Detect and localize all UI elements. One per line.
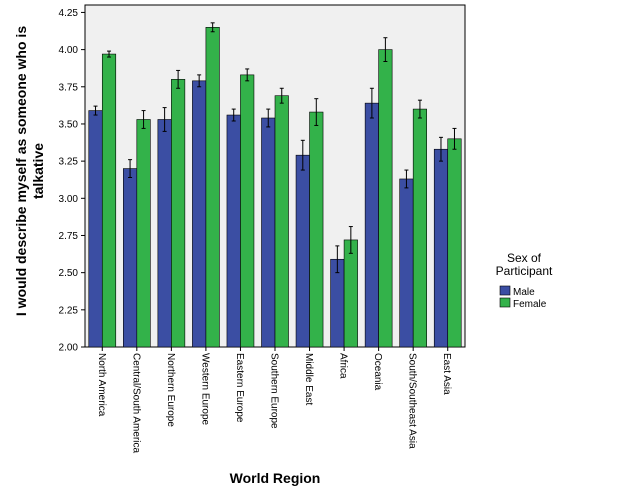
legend-label-male: Male [513,287,535,298]
bar-male-2 [123,168,138,348]
y-axis: 2.00 2.25 2.50 2.75 3.00 3.25 3.50 3.75 4.00 4.25 [59,8,85,354]
x-tick-label: Central/South America [130,353,141,453]
y-tick-label: 2.00 [59,343,79,354]
y-tick-label: 4.00 [59,45,79,56]
y-tick-label: 3.25 [59,157,79,168]
y-tick-label: 2.75 [59,231,79,242]
bar-male-6 [261,117,276,348]
y-axis-title-line-1: I would describe myself as someone who i… [13,26,29,316]
x-tick-label: Western Europe [199,353,210,426]
bar-male-7 [295,154,310,348]
bar-male-3 [157,119,172,348]
y-axis-title-line-2: talkative [30,143,46,199]
legend-swatch-male [499,285,511,296]
y-tick-label: 3.75 [59,82,79,93]
bar-male-9 [364,102,379,348]
x-tick-label: Middle East [303,353,314,405]
legend: Sex of Participant Male Female [496,251,553,310]
bar-female-1 [101,53,117,348]
x-tick-label: North America [96,353,107,417]
bar-female-9 [378,49,393,348]
bar-female-5 [240,74,255,348]
bar-male-5 [226,114,241,348]
x-tick-label: South/Southeast Asia [407,353,418,449]
legend-title-line-1: Sex of [507,251,542,265]
bar-female-7 [309,111,324,348]
legend-title-line-2: Participant [496,264,553,278]
bar-male-4 [192,80,207,348]
bar-female-3 [171,79,186,348]
y-tick-label: 3.00 [59,194,79,205]
bar-female-2 [136,119,151,348]
bar-female-6 [274,95,289,348]
x-tick-label: East Asia [441,353,452,395]
y-tick-label: 4.25 [59,8,79,19]
bar-male-11 [433,148,449,348]
bar-female-11 [447,138,462,348]
bar-female-4 [205,27,220,348]
x-tick-label: Africa [338,353,349,379]
legend-label-female: Female [513,299,547,310]
y-tick-label: 2.50 [59,268,79,279]
x-axis: North America Central/South America Northe… [96,347,452,453]
bar-female-8 [343,239,358,348]
bar-male-1 [88,110,103,348]
legend-swatch-female [499,297,511,308]
bar-female-10 [412,108,427,348]
y-tick-label: 3.50 [59,119,79,130]
y-tick-label: 2.25 [59,305,79,316]
bar-male-10 [399,178,414,348]
bars-group [88,22,462,348]
x-tick-label: Oceania [372,353,383,391]
x-axis-title: World Region [230,470,321,486]
x-tick-label: Northern Europe [165,353,176,427]
x-tick-label: Southern Europe [269,353,280,429]
x-tick-label: Eastern Europe [234,353,245,423]
